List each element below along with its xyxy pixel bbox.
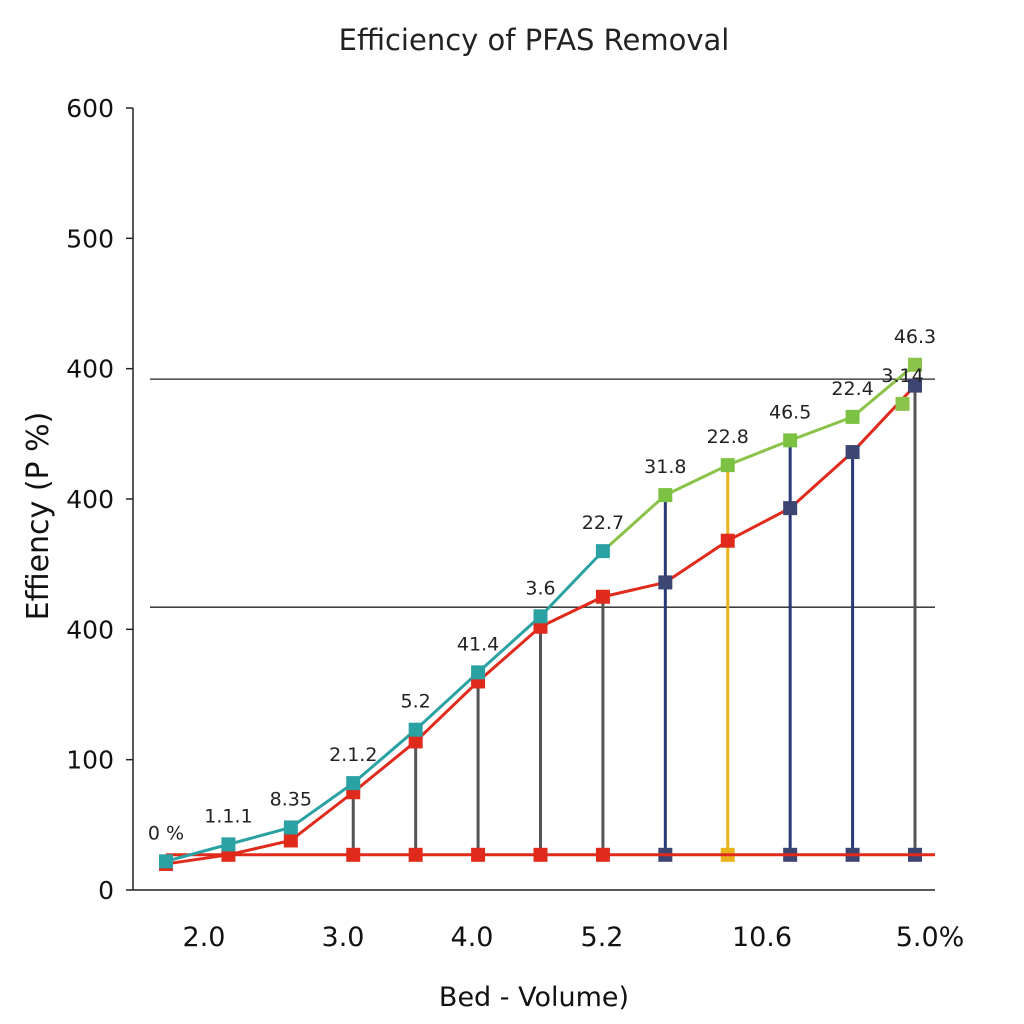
x-tick-label: 5.0%	[896, 922, 965, 953]
data-label: 3.6	[525, 577, 555, 599]
data-label: 8.35	[270, 788, 312, 810]
series-line-1	[601, 363, 916, 553]
data-marker	[908, 378, 922, 393]
x-tick-label: 10.6	[732, 922, 792, 953]
data-marker	[283, 820, 298, 835]
data-marker	[783, 501, 798, 516]
data-marker	[408, 734, 423, 749]
data-markers	[159, 357, 922, 871]
data-marker	[845, 409, 860, 424]
reference-lines	[150, 378, 935, 608]
data-marker	[408, 722, 423, 737]
data-label: 1.1.1	[204, 805, 252, 827]
data-label: 46.5	[769, 401, 811, 423]
x-tick-label: 3.0	[322, 922, 365, 953]
data-marker	[159, 854, 173, 869]
data-marker	[720, 458, 735, 473]
data-label: 31.8	[644, 456, 686, 478]
data-marker	[283, 833, 298, 848]
y-tick-label: 0	[98, 876, 114, 905]
data-label: 22.7	[582, 512, 624, 534]
x-axis-title: Bed - Volume)	[439, 982, 629, 1013]
x-tick-label: 4.0	[451, 922, 494, 953]
y-tick-label: 400	[66, 615, 114, 644]
data-marker	[221, 837, 236, 852]
data-marker	[845, 445, 860, 460]
data-marker	[533, 609, 548, 624]
data-marker	[471, 665, 486, 680]
data-marker	[595, 544, 610, 559]
x-axis-ticks: 2.0 3.0 4.0 5.2 10.6 5.0%	[183, 922, 965, 953]
data-marker	[595, 589, 610, 604]
data-marker	[783, 433, 798, 448]
x-tick-label: 5.2	[581, 922, 624, 953]
y-tick-label: 400	[66, 355, 114, 384]
data-label: 41.4	[457, 633, 499, 655]
plot-area: 0 100 400 400 400 500 600 2.0 3.0 4.0 5.2 10.6 5.0%…	[66, 94, 964, 953]
chart-title: Efficiency of PFAS Removal	[339, 23, 730, 57]
data-marker	[658, 575, 673, 590]
data-marker	[908, 357, 922, 372]
series-line-0	[165, 550, 605, 863]
data-label: 3.14	[881, 365, 923, 387]
y-axis-title: Effiency (P %)	[21, 412, 56, 621]
data-label: 22.4	[831, 378, 873, 400]
data-label: 46.3	[894, 326, 936, 348]
drop-lines	[346, 385, 922, 862]
y-axis-ticks: 0 100 400 400 400 500 600	[66, 94, 133, 905]
data-label: 22.8	[707, 426, 749, 448]
data-marker	[895, 396, 910, 411]
x-tick-label: 2.0	[183, 922, 226, 953]
data-marker	[658, 488, 673, 503]
data-label: 0 %	[148, 822, 184, 844]
data-label: 2.1.2	[329, 744, 377, 766]
data-marker	[346, 776, 361, 791]
data-label: 5.2	[401, 691, 431, 713]
y-tick-label: 100	[66, 746, 114, 775]
data-labels: 0 % 1.1.1 8.35 2.1.2 5.2 41.4 3.6 22.7 31.8 22.8 4…	[148, 326, 936, 845]
y-tick-label: 400	[66, 485, 114, 514]
y-tick-label: 600	[66, 94, 114, 123]
data-marker	[720, 533, 735, 548]
y-tick-label: 500	[66, 224, 114, 253]
